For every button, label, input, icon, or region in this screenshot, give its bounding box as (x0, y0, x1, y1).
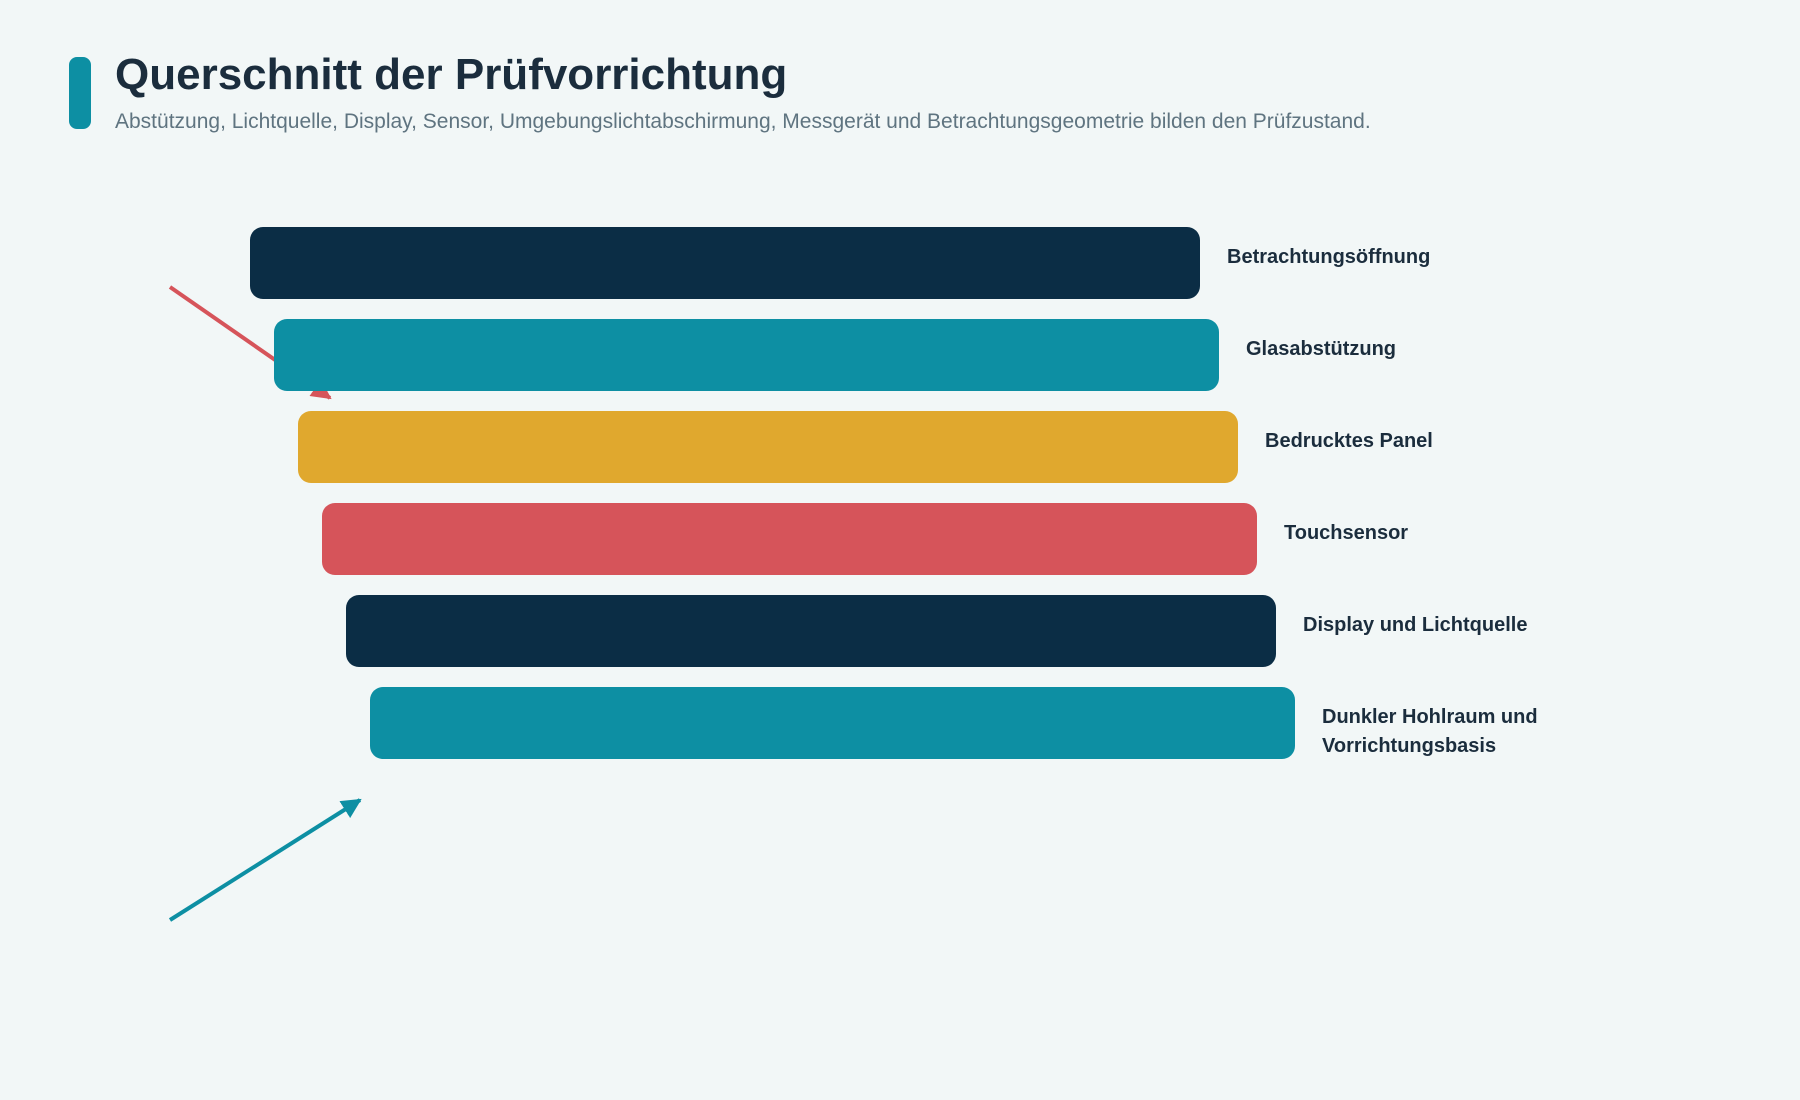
page-title: Querschnitt der Prüfvorrichtung (115, 50, 788, 99)
layer-label-bedrucktes-panel: Bedrucktes Panel (1265, 430, 1433, 452)
layer-display-und-lichtquelle (346, 595, 1276, 667)
layer-label-display-und-lichtquelle: Display und Lichtquelle (1303, 614, 1528, 636)
layer-label-betrachtungsoeffnung: Betrachtungsöffnung (1227, 246, 1431, 268)
layer-label-touchsensor: Touchsensor (1284, 522, 1409, 544)
layer-touchsensor (322, 503, 1257, 575)
layer-label-dunkler-hohlraum: Dunkler Hohlraum und Vorrichtungsbasis (1322, 706, 1538, 757)
upward-light-arrow (168, 798, 362, 922)
layer-bedrucktes-panel (298, 411, 1238, 483)
layer-betrachtungsoeffnung (250, 227, 1200, 299)
layer-dunkler-hohlraum (370, 687, 1295, 759)
layer-label-glasabstuetzung: Glasabstützung (1246, 338, 1397, 360)
layer-glasabstuetzung (274, 319, 1219, 391)
page-subtitle: Abstützung, Lichtquelle, Display, Sensor… (115, 110, 1371, 133)
title-accent-bar (69, 57, 91, 129)
